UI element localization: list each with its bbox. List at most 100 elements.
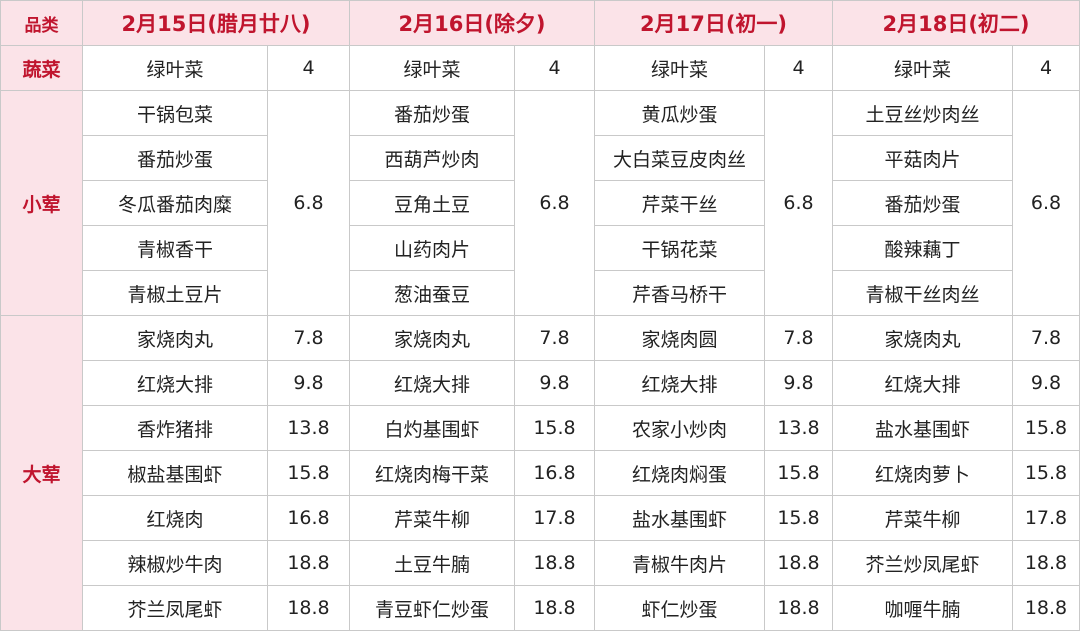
dish-price: 18.8: [267, 540, 350, 586]
dish-name: 芹香马桥干: [594, 270, 765, 316]
dish-price: 13.8: [764, 405, 833, 451]
large-meat-row: 芥兰凤尾虾 18.8 青豆虾仁炒蛋 18.8 虾仁炒蛋 18.8 咖喱牛腩 18.8: [1, 585, 1080, 631]
dish-price: 15.8: [1012, 405, 1080, 451]
dish-name: 红烧肉: [82, 495, 268, 541]
dish-name: 红烧大排: [349, 360, 515, 406]
dish-name: 红烧肉焖蛋: [594, 450, 765, 496]
category-label-vegetable: 蔬菜: [0, 45, 83, 91]
vegetable-row: 蔬菜 绿叶菜 4 绿叶菜 4 绿叶菜 4 绿叶菜 4: [0, 45, 1080, 91]
dish-name: 盐水基围虾: [594, 495, 765, 541]
day-header: 2月18日(初二): [832, 0, 1080, 46]
dish-name: 干锅包菜: [82, 90, 268, 136]
dish-price: 6.8: [267, 90, 350, 316]
dish-name: 芥兰凤尾虾: [82, 585, 268, 631]
dish-name: 青椒牛肉片: [594, 540, 765, 586]
small-meat-row: 冬瓜番茄肉糜 豆角土豆 芹菜干丝 番茄炒蛋: [1, 180, 1080, 226]
large-meat-row: 红烧肉 16.8 芹菜牛柳 17.8 盐水基围虾 15.8 芹菜牛柳 17.8: [1, 495, 1080, 541]
dish-price: 9.8: [764, 360, 833, 406]
dish-name: 青豆虾仁炒蛋: [349, 585, 515, 631]
dish-name: 青椒土豆片: [82, 270, 268, 316]
dish-price: 9.8: [267, 360, 350, 406]
dish-price: 16.8: [514, 450, 595, 496]
dish-name: 青椒香干: [82, 225, 268, 271]
dish-price: 18.8: [1012, 540, 1080, 586]
category-label-large-meat: 大荤: [0, 315, 83, 631]
dish-name: 家烧肉丸: [82, 315, 268, 361]
dish-name: 红烧肉萝卜: [832, 450, 1013, 496]
dish-name: 辣椒炒牛肉: [82, 540, 268, 586]
dish-name: 青椒干丝肉丝: [832, 270, 1013, 316]
dish-name: 平菇肉片: [832, 135, 1013, 181]
dish-name: 土豆牛腩: [349, 540, 515, 586]
dish-name: 豆角土豆: [349, 180, 515, 226]
dish-name: 西葫芦炒肉: [349, 135, 515, 181]
dish-name: 椒盐基围虾: [82, 450, 268, 496]
dish-price: 15.8: [764, 450, 833, 496]
dish-price: 17.8: [514, 495, 595, 541]
dish-price: 13.8: [267, 405, 350, 451]
dish-name: 虾仁炒蛋: [594, 585, 765, 631]
day-header: 2月17日(初一): [594, 0, 833, 46]
dish-name: 白灼基围虾: [349, 405, 515, 451]
small-meat-row: 番茄炒蛋 西葫芦炒肉 大白菜豆皮肉丝 平菇肉片: [1, 135, 1080, 181]
dish-name: 绿叶菜: [82, 45, 268, 91]
dish-name: 家烧肉圆: [594, 315, 765, 361]
large-meat-row: 红烧大排 9.8 红烧大排 9.8 红烧大排 9.8 红烧大排 9.8: [1, 360, 1080, 406]
dish-name: 山药肉片: [349, 225, 515, 271]
dish-name: 番茄炒蛋: [349, 90, 515, 136]
dish-price: 18.8: [764, 540, 833, 586]
dish-price: 4: [514, 45, 595, 91]
dish-name: 绿叶菜: [349, 45, 515, 91]
dish-name: 红烧大排: [594, 360, 765, 406]
dish-price: 9.8: [1012, 360, 1080, 406]
large-meat-row: 大荤 家烧肉丸 7.8 家烧肉丸 7.8 家烧肉圆 7.8 家烧肉丸 7.8: [0, 315, 1080, 631]
dish-price: 9.8: [514, 360, 595, 406]
dish-price: 7.8: [514, 315, 595, 361]
dish-price: 15.8: [764, 495, 833, 541]
dish-name: 农家小炒肉: [594, 405, 765, 451]
dish-name: 家烧肉丸: [349, 315, 515, 361]
category-label-small-meat: 小荤: [0, 90, 83, 316]
category-header: 品类: [0, 0, 83, 46]
large-meat-row: 椒盐基围虾 15.8 红烧肉梅干菜 16.8 红烧肉焖蛋 15.8 红烧肉萝卜 15.8: [1, 450, 1080, 496]
dish-price: 18.8: [267, 585, 350, 631]
dish-price: 4: [267, 45, 350, 91]
dish-name: 冬瓜番茄肉糜: [82, 180, 268, 226]
dish-price: 4: [764, 45, 833, 91]
dish-name: 红烧大排: [82, 360, 268, 406]
dish-price: 15.8: [1012, 450, 1080, 496]
dish-price: 6.8: [1012, 90, 1080, 316]
dish-name: 红烧肉梅干菜: [349, 450, 515, 496]
dish-price: 18.8: [514, 585, 595, 631]
dish-name: 番茄炒蛋: [832, 180, 1013, 226]
dish-price: 15.8: [514, 405, 595, 451]
dish-price: 4: [1012, 45, 1080, 91]
small-meat-row: 小荤 干锅包菜 6.8 番茄炒蛋 6.8 黄瓜炒蛋 6.8 土豆丝炒肉丝 6.8: [0, 90, 1080, 316]
dish-price: 7.8: [1012, 315, 1080, 361]
dish-name: 芹菜牛柳: [349, 495, 515, 541]
dish-name: 黄瓜炒蛋: [594, 90, 765, 136]
dish-name: 土豆丝炒肉丝: [832, 90, 1013, 136]
dish-name: 芥兰炒凤尾虾: [832, 540, 1013, 586]
dish-price: 18.8: [764, 585, 833, 631]
dish-price: 15.8: [267, 450, 350, 496]
dish-name: 绿叶菜: [594, 45, 765, 91]
dish-name: 干锅花菜: [594, 225, 765, 271]
dish-name: 香炸猪排: [82, 405, 268, 451]
large-meat-row: 香炸猪排 13.8 白灼基围虾 15.8 农家小炒肉 13.8 盐水基围虾 15.8: [1, 405, 1080, 451]
dish-price: 16.8: [267, 495, 350, 541]
header-row: 品类 2月15日(腊月廿八) 2月16日(除夕) 2月17日(初一) 2月18日…: [0, 0, 1080, 46]
day-header: 2月15日(腊月廿八): [82, 0, 350, 46]
dish-name: 咖喱牛腩: [832, 585, 1013, 631]
dish-name: 番茄炒蛋: [82, 135, 268, 181]
dish-price: 18.8: [1012, 585, 1080, 631]
dish-price: 6.8: [514, 90, 595, 316]
small-meat-row: 青椒土豆片 葱油蚕豆 芹香马桥干 青椒干丝肉丝: [1, 270, 1080, 316]
dish-name: 葱油蚕豆: [349, 270, 515, 316]
dish-name: 盐水基围虾: [832, 405, 1013, 451]
dish-price: 6.8: [764, 90, 833, 316]
dish-name: 芹菜牛柳: [832, 495, 1013, 541]
day-header: 2月16日(除夕): [349, 0, 595, 46]
dish-price: 7.8: [764, 315, 833, 361]
dish-price: 18.8: [514, 540, 595, 586]
